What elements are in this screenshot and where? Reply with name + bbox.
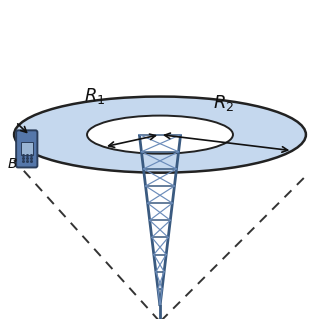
FancyBboxPatch shape [21, 142, 33, 156]
Ellipse shape [14, 97, 306, 173]
Text: $B$: $B$ [7, 157, 18, 171]
FancyBboxPatch shape [16, 130, 37, 167]
Text: $R_2$: $R_2$ [213, 93, 234, 113]
Text: $R_1$: $R_1$ [84, 86, 106, 106]
Ellipse shape [87, 116, 233, 154]
